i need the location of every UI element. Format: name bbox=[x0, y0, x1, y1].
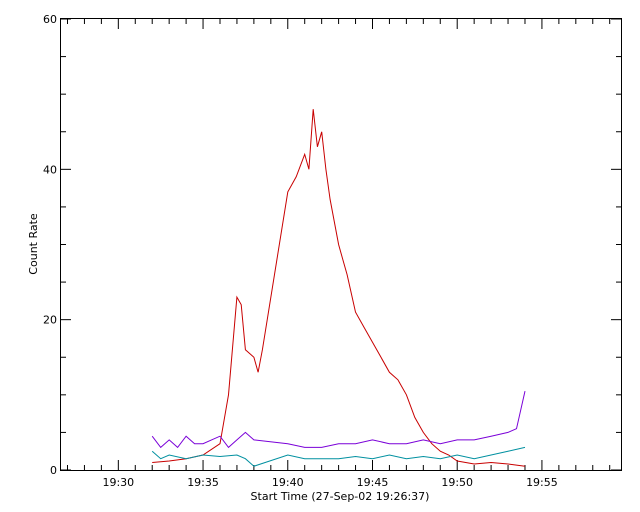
x-tick-label: 19:40 bbox=[272, 476, 304, 489]
x-tick-label: 19:30 bbox=[102, 476, 134, 489]
series-line-2 bbox=[151, 390, 526, 449]
x-axis-label: Start Time (27-Sep-02 19:26:37) bbox=[251, 490, 430, 503]
x-tick-label: 19:35 bbox=[187, 476, 219, 489]
series-group bbox=[151, 109, 526, 467]
series-line-3 bbox=[151, 446, 526, 467]
y-tick-label: 60 bbox=[43, 13, 57, 26]
series-line-1 bbox=[152, 109, 526, 467]
y-tick-label: 20 bbox=[43, 314, 57, 327]
plot-frame bbox=[60, 18, 622, 471]
x-tick-label: 19:50 bbox=[441, 476, 473, 489]
x-tick-label: 19:55 bbox=[526, 476, 558, 489]
y-tick-label: 0 bbox=[50, 464, 57, 477]
y-axis-label: Count Rate bbox=[27, 213, 40, 275]
axis-ticks: 19:30 19:35 19:40 19:45 19:50 19:55 0 20 40 60 bbox=[43, 13, 621, 489]
y-tick-label: 40 bbox=[43, 163, 57, 176]
x-tick-label: 19:45 bbox=[357, 476, 389, 489]
